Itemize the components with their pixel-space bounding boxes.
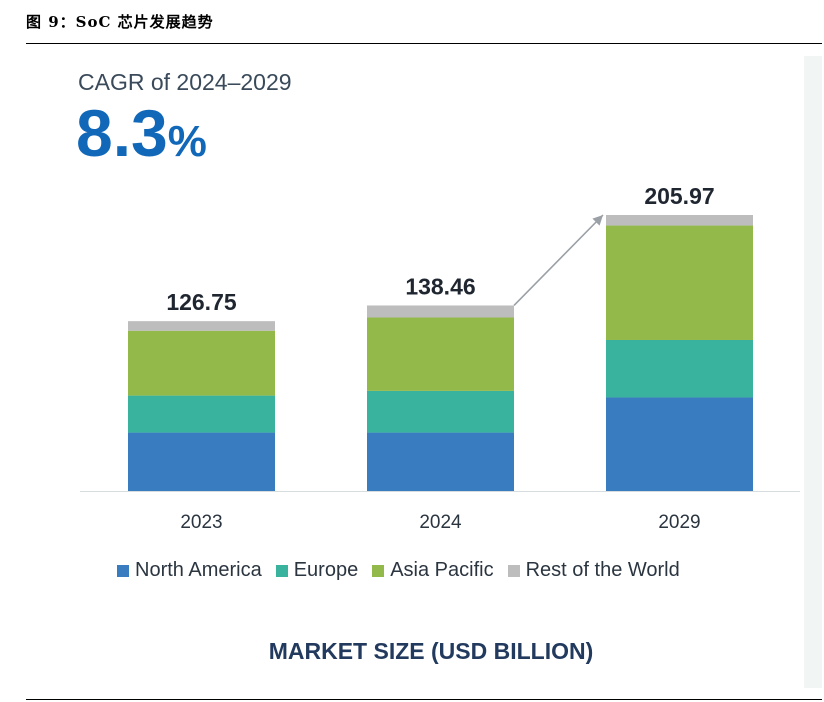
x-tick-2029: 2029 [658,512,700,533]
bar-2024-north-america [367,432,514,491]
legend-swatch [275,564,288,577]
top-rule [26,43,822,44]
legend-swatch [507,564,520,577]
legend-item-asia-pacific: Asia Pacific [372,559,494,582]
total-label-2029: 205.97 [644,183,714,209]
x-tick-2024: 2024 [419,512,462,533]
cagr-value: 8.3% [76,100,207,166]
cagr-number: 8.3 [76,96,168,170]
growth-arrow-head [592,215,603,226]
bar-2023-north-america [128,432,275,491]
legend-swatch [372,564,385,577]
bar-2029-north-america [606,397,753,491]
bar-2023-asia-pacific [128,330,275,396]
cagr-unit: % [167,117,207,166]
legend-item-europe: Europe [275,559,359,582]
bar-2023-europe [128,395,275,433]
bar-2029-rest-of-the-world [606,215,753,226]
x-axis-title: MARKET SIZE (USD BILLION) [268,638,594,664]
total-label-2023: 126.75 [166,289,237,315]
bar-2029-asia-pacific [606,225,753,340]
bar-2024-rest-of-the-world [367,305,514,318]
figure-title: 图 9：SoC 芯片发展趋势 [26,13,214,31]
legend-swatch [117,564,129,577]
bar-2024-europe [367,390,514,433]
x-tick-2023: 2023 [180,512,222,533]
bar-2024-asia-pacific [367,317,514,391]
bottom-rule [26,699,822,700]
bar-2023-rest-of-the-world [128,321,275,331]
legend-label: Asia Pacific [390,559,494,581]
cagr-label: CAGR of 2024–2029 [78,69,292,95]
legend-label: Rest of the World [525,559,680,581]
legend-item-rest-of-the-world: Rest of the World [507,559,680,582]
legend-label: Europe [293,559,359,581]
chart-legend: North America Europe Asia Pacific Rest of t… [117,559,680,582]
growth-arrow-line [513,214,604,307]
panel-edge [804,56,822,688]
total-label-2024: 138.46 [405,273,475,299]
bar-2029-europe [606,339,753,398]
legend-item-north-america: North America [117,559,262,582]
legend-label: North America [135,559,262,581]
